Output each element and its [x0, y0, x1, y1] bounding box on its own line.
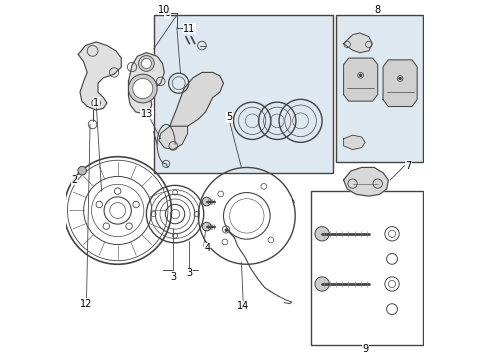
Text: 12: 12	[80, 299, 93, 309]
Text: 2: 2	[72, 175, 78, 185]
Circle shape	[359, 74, 362, 77]
Text: 11: 11	[183, 24, 196, 34]
Text: 14: 14	[237, 301, 249, 311]
Circle shape	[224, 228, 228, 232]
Text: 10: 10	[158, 5, 171, 15]
Polygon shape	[128, 53, 164, 114]
Polygon shape	[159, 126, 188, 149]
Polygon shape	[343, 167, 389, 196]
Bar	[337, 15, 422, 162]
Circle shape	[315, 226, 329, 241]
Text: 8: 8	[375, 5, 381, 15]
Circle shape	[399, 77, 401, 80]
Text: 6: 6	[165, 8, 171, 18]
Circle shape	[78, 166, 87, 175]
Circle shape	[202, 197, 211, 206]
Polygon shape	[343, 58, 378, 101]
Bar	[311, 191, 422, 345]
Circle shape	[202, 222, 211, 231]
Text: 3: 3	[186, 268, 193, 278]
Text: 1: 1	[93, 98, 99, 108]
Text: 13: 13	[141, 109, 153, 119]
Bar	[153, 15, 333, 173]
Polygon shape	[343, 135, 365, 149]
Text: 9: 9	[362, 343, 368, 354]
Polygon shape	[383, 60, 417, 107]
Polygon shape	[343, 33, 372, 53]
Text: 7: 7	[405, 161, 411, 171]
Circle shape	[315, 277, 329, 291]
Circle shape	[141, 58, 151, 68]
Text: 4: 4	[204, 243, 210, 253]
Circle shape	[139, 55, 154, 71]
Circle shape	[128, 74, 157, 103]
Text: 5: 5	[226, 112, 233, 122]
Text: 3: 3	[170, 272, 176, 282]
Polygon shape	[78, 42, 122, 110]
Circle shape	[133, 78, 153, 99]
Polygon shape	[170, 72, 223, 126]
